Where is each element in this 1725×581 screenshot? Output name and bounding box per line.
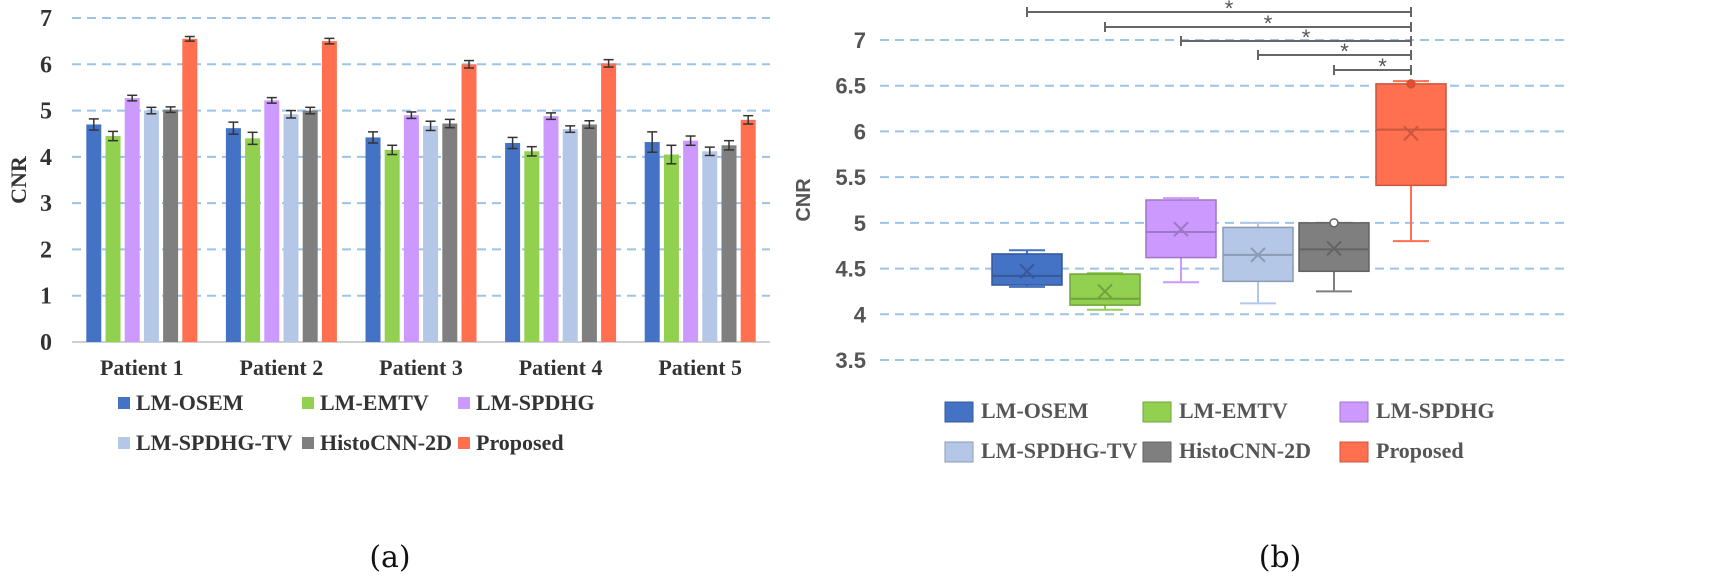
y-tick-label: 4 xyxy=(854,302,867,327)
y-tick-label: 5.5 xyxy=(835,165,866,190)
bar xyxy=(423,125,439,343)
bar xyxy=(105,136,121,342)
bar xyxy=(143,110,159,342)
bar xyxy=(505,142,521,342)
bar xyxy=(302,110,318,342)
legend-label: LM-SPDHG xyxy=(476,390,595,415)
legend-label: Proposed xyxy=(476,430,564,455)
outlier-point xyxy=(1329,218,1339,228)
legend-label: LM-SPDHG xyxy=(1376,398,1495,423)
mean-marker xyxy=(1326,240,1342,257)
bar xyxy=(86,124,102,342)
bar xyxy=(524,151,540,342)
y-tick-label: 6.5 xyxy=(835,74,866,99)
legend-swatch xyxy=(1142,401,1172,423)
y-tick-label: 6 xyxy=(40,52,52,78)
legend-label: HistoCNN-2D xyxy=(1179,438,1311,463)
bar xyxy=(442,123,458,342)
panel-label-a: (a) xyxy=(369,540,410,575)
box xyxy=(991,253,1063,286)
x-tick-label: Patient 5 xyxy=(658,355,742,380)
outlier-point xyxy=(1406,79,1416,89)
mean-marker xyxy=(1019,263,1035,280)
legend-label: LM-SPDHG-TV xyxy=(981,438,1138,463)
bar xyxy=(683,140,699,342)
bar xyxy=(601,63,617,343)
bar xyxy=(702,151,718,342)
bar xyxy=(562,129,578,342)
y-tick-label: 6 xyxy=(854,119,866,144)
y-axis-label: CNR xyxy=(6,155,31,204)
y-tick-label: 0 xyxy=(40,330,52,356)
mean-marker xyxy=(1097,283,1113,300)
legend-label: HistoCNN-2D xyxy=(320,430,452,455)
x-tick-label: Patient 1 xyxy=(100,355,184,380)
legend-swatch xyxy=(1339,401,1369,423)
significance-label: * xyxy=(1302,25,1311,50)
mean-marker xyxy=(1250,247,1266,263)
panel-b-box-plot: 3.5 4 4.5 5 5.5 6 6.5 7 CNR * * * * * LM-OSEM LM-EMTV LM… xyxy=(793,0,1565,463)
legend-swatch xyxy=(118,437,130,449)
bar xyxy=(283,114,299,342)
bar xyxy=(321,41,337,343)
bar xyxy=(124,98,140,343)
mean-marker xyxy=(1173,221,1189,237)
legend-swatch xyxy=(944,401,974,423)
x-tick-label: Patient 4 xyxy=(519,355,603,380)
y-tick-label: 2 xyxy=(40,237,52,263)
legend-swatch xyxy=(1142,441,1172,463)
bar xyxy=(264,100,280,342)
bar xyxy=(403,115,419,342)
significance-label: * xyxy=(1225,0,1234,21)
bar xyxy=(543,116,559,342)
legend-label: LM-OSEM xyxy=(981,398,1089,423)
bar xyxy=(721,145,737,342)
x-tick-label: Patient 2 xyxy=(240,355,324,380)
significance-label: * xyxy=(1378,54,1387,79)
legend-label: LM-OSEM xyxy=(136,390,244,415)
panel-a-bar-chart: 0 1 2 3 4 5 6 7 CNR Patient 1 Patient 2 Patient 3 Pa… xyxy=(6,6,770,455)
legend-label: Proposed xyxy=(1376,438,1464,463)
y-tick-label: 4 xyxy=(40,145,52,171)
x-tick-label: Patient 3 xyxy=(379,355,463,380)
legend-swatch xyxy=(302,397,314,409)
bar xyxy=(365,137,381,342)
bar xyxy=(461,64,477,343)
bar xyxy=(163,109,179,342)
bar xyxy=(740,119,756,342)
bar xyxy=(225,128,241,342)
y-tick-label: 7 xyxy=(40,6,52,32)
legend-swatch xyxy=(118,397,130,409)
legend-label: LM-EMTV xyxy=(1179,398,1288,423)
y-tick-label: 3.5 xyxy=(835,348,866,373)
y-tick-label: 3 xyxy=(40,191,52,217)
mean-marker xyxy=(1403,125,1419,141)
legend-swatch xyxy=(458,437,470,449)
legend-swatch xyxy=(458,397,470,409)
bar xyxy=(245,138,261,342)
y-tick-label: 1 xyxy=(40,284,52,310)
bar xyxy=(663,154,679,342)
bar xyxy=(581,124,597,342)
bar xyxy=(182,38,198,342)
y-tick-label: 5 xyxy=(854,211,866,236)
legend-swatch xyxy=(302,437,314,449)
legend-label: LM-SPDHG-TV xyxy=(136,430,293,455)
legend-swatch xyxy=(944,441,974,463)
panel-label-b: (b) xyxy=(1259,540,1302,575)
legend-label: LM-EMTV xyxy=(320,390,429,415)
box xyxy=(1069,273,1141,306)
y-tick-label: 7 xyxy=(854,28,866,53)
y-tick-label: 5 xyxy=(40,99,52,125)
significance-label: * xyxy=(1340,39,1349,64)
y-tick-label: 4.5 xyxy=(835,257,866,282)
bar xyxy=(384,149,400,342)
bar xyxy=(644,142,660,342)
significance-label: * xyxy=(1264,11,1273,36)
y-axis-label: CNR xyxy=(793,178,815,222)
legend-swatch xyxy=(1339,441,1369,463)
